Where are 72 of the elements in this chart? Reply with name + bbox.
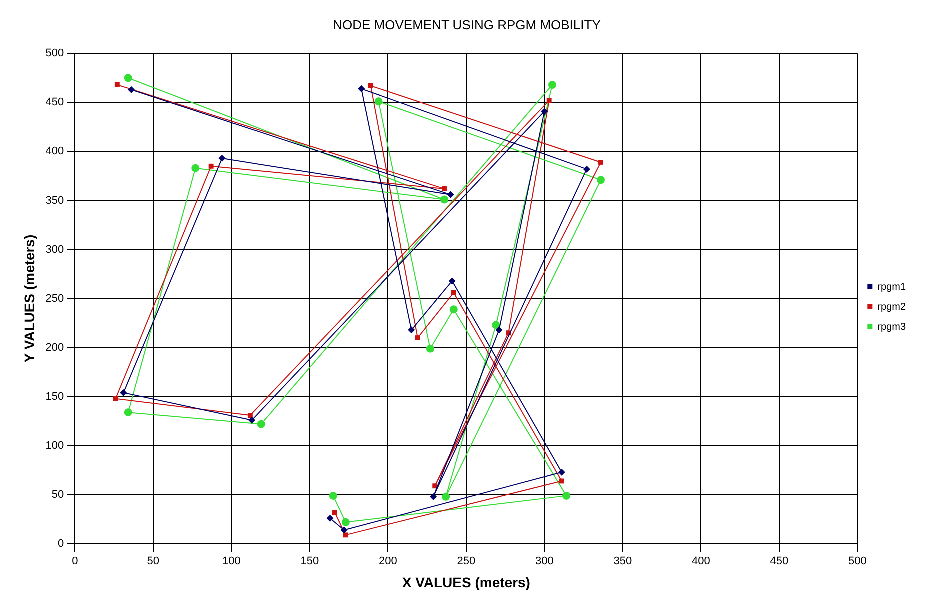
x-tick-label: 100 bbox=[222, 556, 241, 568]
x-tick-label: 300 bbox=[535, 556, 554, 568]
point bbox=[332, 510, 338, 516]
point bbox=[548, 80, 556, 89]
point bbox=[442, 186, 447, 192]
x-tick-label: 500 bbox=[848, 556, 867, 568]
point bbox=[128, 86, 135, 94]
point bbox=[541, 108, 548, 115]
point bbox=[342, 518, 350, 526]
y-tick-label: 450 bbox=[46, 96, 64, 109]
point bbox=[124, 408, 132, 417]
point bbox=[583, 166, 590, 173]
x-tick-label: 250 bbox=[457, 556, 476, 568]
y-tick-label: 250 bbox=[46, 292, 64, 305]
y-tick-label: 150 bbox=[46, 390, 64, 403]
point bbox=[562, 492, 571, 500]
y-tick-label: 500 bbox=[46, 48, 64, 60]
x-axis-title: X VALUES (meters) bbox=[402, 574, 530, 590]
y-tick-label: 0 bbox=[58, 538, 64, 550]
y-tick-label: 400 bbox=[46, 146, 64, 158]
x-tick-label: 400 bbox=[692, 556, 710, 568]
point bbox=[596, 176, 605, 184]
x-tick-label: 200 bbox=[378, 556, 398, 568]
point bbox=[358, 85, 366, 92]
x-tick-label: 450 bbox=[770, 556, 789, 568]
point bbox=[340, 526, 348, 534]
x-tick-label: 0 bbox=[72, 556, 78, 568]
point bbox=[426, 344, 434, 353]
point bbox=[440, 196, 448, 204]
point bbox=[451, 290, 456, 296]
y-tick-label: 200 bbox=[46, 342, 64, 354]
point bbox=[558, 468, 566, 476]
point bbox=[120, 389, 128, 396]
y-tick-label: 100 bbox=[46, 440, 64, 452]
point bbox=[368, 83, 374, 88]
point bbox=[248, 416, 256, 424]
point bbox=[442, 492, 450, 501]
legend-label: rpgm1 bbox=[878, 282, 906, 293]
point bbox=[448, 278, 456, 285]
y-tick-label: 300 bbox=[46, 244, 64, 256]
point bbox=[598, 160, 604, 165]
point bbox=[432, 484, 438, 489]
point bbox=[248, 413, 253, 418]
point bbox=[218, 155, 226, 162]
x-tick-label: 150 bbox=[300, 556, 320, 568]
point bbox=[450, 306, 458, 314]
point bbox=[329, 492, 338, 500]
point bbox=[114, 82, 120, 88]
point bbox=[559, 478, 564, 484]
point bbox=[496, 326, 503, 334]
x-tick-label: 350 bbox=[614, 556, 632, 568]
point bbox=[124, 74, 132, 82]
legend-label: rpgm3 bbox=[878, 322, 906, 333]
point bbox=[343, 532, 348, 538]
y-tick-label: 350 bbox=[46, 194, 64, 207]
point bbox=[374, 98, 383, 106]
point bbox=[192, 164, 200, 172]
point bbox=[447, 191, 454, 198]
point bbox=[415, 336, 420, 341]
chart-title: NODE MOVEMENT USING RPGM MOBILITY bbox=[333, 17, 602, 32]
point bbox=[257, 420, 266, 428]
legend-label: rpgm2 bbox=[878, 302, 906, 313]
point bbox=[430, 493, 438, 500]
y-axis-title: Y VALUES (meters) bbox=[21, 234, 38, 363]
point bbox=[113, 396, 118, 402]
x-tick-label: 50 bbox=[147, 556, 160, 568]
point bbox=[208, 164, 214, 169]
y-tick-label: 50 bbox=[52, 488, 64, 501]
point bbox=[546, 98, 552, 104]
point bbox=[492, 321, 500, 330]
point bbox=[408, 326, 416, 334]
point bbox=[326, 515, 334, 522]
